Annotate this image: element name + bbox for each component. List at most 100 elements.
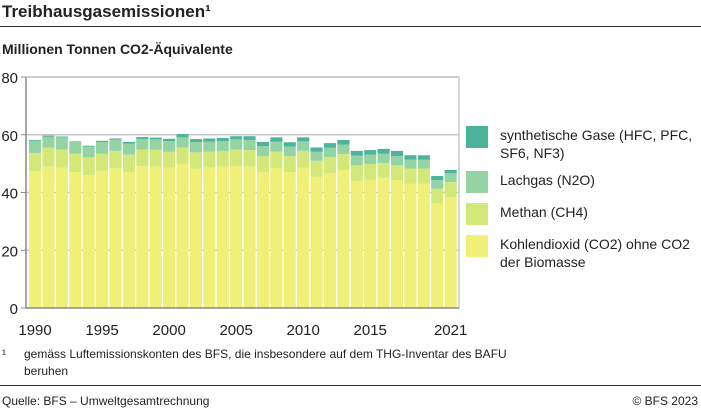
bar-segment — [42, 147, 55, 167]
bar-segment — [283, 156, 296, 172]
bar-segment — [377, 177, 390, 308]
bar-segment — [243, 139, 256, 151]
bar-segment — [69, 171, 82, 308]
bar-segment — [256, 141, 270, 147]
bar-segment — [364, 154, 377, 164]
bar-segment — [136, 166, 149, 308]
bar-segment — [149, 166, 162, 308]
bar-segment — [310, 176, 323, 308]
legend-label: Kohlendioxid (CO2) ohne CO2 der Biomasse — [500, 236, 690, 270]
y-tick-label: 40 — [1, 186, 18, 203]
bar-segment — [270, 141, 283, 152]
bar-segment — [283, 142, 296, 147]
bar-segment — [136, 149, 149, 167]
bar-segment — [176, 163, 189, 308]
source: Quelle: BFS – Umweltgesamtrechnung — [2, 394, 210, 408]
footnote-text: gemäss Luftemissionskonten des BFS, die … — [24, 347, 507, 378]
legend-swatch — [466, 171, 488, 193]
bar-segment — [417, 183, 430, 308]
bar-segment — [444, 182, 457, 198]
bar-segment — [29, 152, 42, 172]
bar-segment — [337, 169, 350, 308]
bar-segment — [404, 155, 417, 160]
legend-item-n2o: Lachgas (N2O) — [466, 171, 701, 193]
bar-segment — [230, 149, 243, 166]
bar-segment — [243, 166, 256, 308]
bar-segment — [297, 150, 310, 168]
legend-label: synthetische Gase (HFC, PFC, SF6, NF3) — [500, 127, 693, 161]
bar-segment — [122, 141, 135, 144]
bar-segment — [109, 168, 122, 308]
bar-segment — [270, 167, 283, 308]
legend-label: Lachgas (N2O) — [500, 172, 595, 188]
y-tick-label: 60 — [1, 128, 18, 145]
footnote-mark: ¹ — [2, 347, 6, 361]
bar-segment — [404, 183, 417, 308]
legend-swatch — [466, 235, 488, 257]
bar-segment — [216, 141, 229, 151]
bar-segment — [364, 179, 377, 308]
bar-segment — [297, 167, 310, 308]
x-tick-label: 2010 — [286, 322, 319, 339]
bar-segment — [310, 147, 323, 152]
footer-rule — [0, 385, 701, 386]
x-tick-label: 1990 — [18, 322, 51, 339]
bar-segment — [444, 197, 457, 308]
chart-subtitle: Millionen Tonnen CO2-Äquivalente — [2, 41, 233, 57]
bar-segment — [136, 139, 149, 150]
bar-segment — [203, 138, 216, 142]
bar-segment — [203, 151, 216, 168]
bar-segment — [230, 139, 243, 150]
bar-segment — [364, 150, 377, 155]
footnote: ¹ gemäss Luftemissionskonten des BFS, di… — [2, 346, 544, 380]
bar-segment — [163, 151, 176, 168]
bar-segment — [230, 165, 243, 308]
bar-segment — [163, 141, 176, 152]
bar-segment — [96, 141, 109, 154]
bar-segment — [203, 167, 216, 308]
legend-swatch — [466, 126, 488, 148]
bar-segment — [216, 150, 229, 167]
bar-segment — [55, 137, 68, 150]
bar-segment — [323, 172, 337, 308]
bar-segment — [189, 139, 202, 142]
chart-title: Treibhausgasemissionen¹ — [2, 2, 211, 21]
bar-segment — [377, 148, 390, 154]
bar-segment — [350, 150, 363, 156]
bar-segment — [109, 139, 122, 151]
legend-item-co2: Kohlendioxid (CO2) ohne CO2 der Biomasse — [466, 235, 701, 271]
bar-segment — [364, 163, 377, 180]
bar-segment — [270, 137, 283, 142]
bar-segment — [42, 136, 55, 148]
bar-segment — [96, 140, 109, 142]
bar-segment — [122, 154, 135, 172]
bar-segment — [417, 155, 430, 160]
bar-segment — [29, 171, 42, 308]
y-tick-label: 80 — [1, 70, 18, 87]
bar-segment — [82, 157, 95, 176]
bar-segment — [390, 165, 404, 181]
bar-segment — [69, 141, 82, 142]
bar-segment — [297, 137, 310, 142]
x-tick-label: 2000 — [152, 322, 185, 339]
bar-segment — [283, 171, 296, 308]
bar-segment — [431, 180, 444, 189]
bar-segment — [350, 180, 363, 308]
bar-segment — [29, 139, 42, 141]
bar-segment — [283, 146, 296, 157]
bar-segment — [431, 176, 444, 181]
y-tick-label: 20 — [1, 243, 18, 260]
bar-segment — [82, 145, 95, 147]
bar-segment — [337, 144, 350, 155]
stacked-bar-chart: 0 20 40 60 80 1990 1995 2000 2005 2010 2015 2021 — [1, 70, 467, 339]
title-rule — [0, 26, 701, 27]
bar-segment — [149, 139, 162, 150]
bar-segment — [96, 170, 109, 308]
bar-segment — [243, 136, 256, 140]
legend-swatch — [466, 203, 488, 225]
bar-segment — [55, 149, 68, 168]
bar-segment — [270, 151, 283, 168]
bar-segment — [149, 137, 162, 140]
bar-segment — [350, 155, 363, 166]
bar-segment — [310, 160, 323, 177]
